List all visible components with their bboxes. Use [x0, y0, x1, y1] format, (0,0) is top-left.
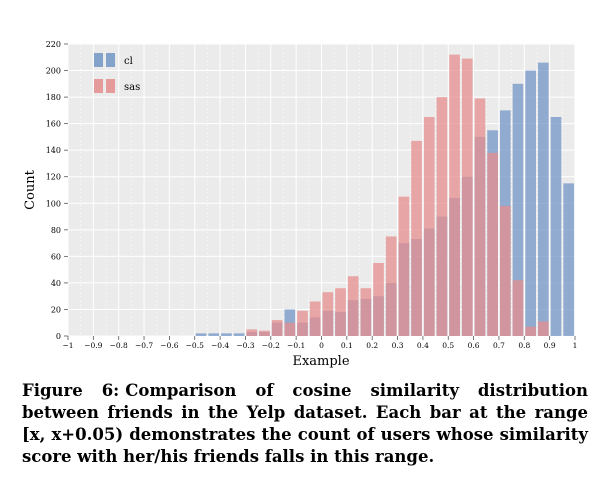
bar-sas: [271, 320, 283, 336]
y-tick-label: 0: [56, 332, 61, 341]
bar-sas: [525, 326, 536, 336]
bar-sas: [499, 205, 511, 336]
histogram-chart: 0 20 40 60 80 100 120 140 160 180 200 220 −1 −0.9 −0.…: [23, 40, 577, 369]
grid-lines: [67, 43, 576, 337]
y-tick-label: 60: [51, 252, 61, 261]
bar-cl: [537, 62, 549, 336]
x-tick-label: 0.4: [417, 341, 429, 350]
x-tick-label: 0.2: [366, 341, 378, 350]
x-tick-label: 1: [573, 341, 578, 350]
y-axis-label: Count: [23, 169, 38, 210]
x-axis-label: Example: [292, 354, 349, 369]
bar-sas: [474, 98, 486, 336]
bar-cl: [195, 333, 207, 336]
y-tick-label: 40: [51, 279, 61, 288]
legend-swatch-sas-2: [106, 79, 115, 93]
x-tick-label: −0.2: [262, 341, 280, 350]
bar-sas: [360, 288, 372, 336]
bar-sas: [537, 321, 549, 336]
bar-sas: [309, 301, 321, 336]
legend-label-cl: cl: [124, 56, 133, 67]
bar-sas: [423, 117, 435, 336]
bar-sas: [411, 140, 422, 336]
x-tick-label: 0.8: [518, 341, 530, 350]
legend-label-sas: sas: [124, 82, 140, 93]
x-tick-label: 0.6: [468, 341, 480, 350]
x-tick-label: 0.5: [442, 341, 454, 350]
legend-swatch-sas: [94, 79, 103, 93]
bar-sas: [284, 322, 296, 336]
x-tick-label: 0.9: [544, 341, 556, 350]
x-tick-label: −0.7: [135, 341, 153, 350]
y-tick-label: 220: [46, 40, 61, 49]
bar-sas: [347, 276, 359, 336]
legend: cl sas: [94, 53, 140, 93]
x-tick-label: −0.4: [211, 341, 229, 350]
x-tick-label: 0.3: [392, 341, 404, 350]
y-tick-label: 200: [46, 67, 61, 76]
bar-sas: [512, 280, 524, 336]
bar-cl: [563, 183, 574, 336]
y-axis-ticks: 0 20 40 60 80 100 120 140 160 180 200 220: [46, 40, 68, 341]
bar-cl: [512, 83, 524, 337]
bar-sas: [385, 236, 397, 336]
y-tick-label: 80: [51, 226, 61, 235]
y-tick-label: 160: [46, 120, 61, 129]
legend-swatch-cl-2: [106, 53, 115, 67]
x-tick-label: 0.7: [493, 341, 505, 350]
bar-cl: [525, 70, 536, 336]
bar-cl: [550, 117, 562, 336]
bar-cl: [208, 333, 220, 336]
figure-caption-text: Comparison of cosine similarity distribu…: [22, 381, 588, 466]
x-tick-label: −1: [62, 341, 73, 350]
bar-sas: [461, 58, 473, 336]
y-tick-label: 140: [46, 146, 61, 155]
x-tick-label: −0.6: [160, 341, 178, 350]
x-tick-label: −0.3: [236, 341, 254, 350]
x-tick-label: −0.9: [84, 341, 102, 350]
y-tick-label: 120: [46, 173, 61, 182]
x-tick-label: −0.5: [186, 341, 204, 350]
bar-sas: [246, 329, 258, 336]
bar-sas: [335, 288, 346, 336]
x-tick-label: 0: [319, 341, 324, 350]
bar-cl: [221, 333, 232, 336]
figure-caption-label: Figure 6:: [22, 381, 120, 400]
figure-caption: Figure 6: Comparison of cosine similarity…: [22, 380, 588, 468]
x-tick-label: 0.1: [341, 341, 353, 350]
bar-sas: [259, 330, 270, 336]
x-tick-label: −0.1: [287, 341, 305, 350]
bar-sas: [373, 263, 384, 336]
legend-swatch-cl: [94, 53, 103, 67]
x-tick-label: −0.8: [110, 341, 128, 350]
bar-sas: [487, 152, 498, 336]
y-tick-label: 20: [51, 305, 61, 314]
y-tick-label: 180: [46, 93, 61, 102]
bar-sas: [398, 196, 410, 336]
bar-cl: [233, 333, 245, 336]
x-axis-ticks: −1 −0.9 −0.8 −0.7 −0.6 −0.5 −0.4 −0.3 −0.2 −0.1 0 0…: [62, 336, 577, 350]
series-sas-bars: [246, 54, 549, 336]
bar-sas: [297, 310, 308, 336]
bar-sas: [322, 292, 334, 336]
y-tick-label: 100: [46, 199, 61, 208]
bar-sas: [436, 97, 448, 336]
bar-sas: [449, 54, 460, 336]
